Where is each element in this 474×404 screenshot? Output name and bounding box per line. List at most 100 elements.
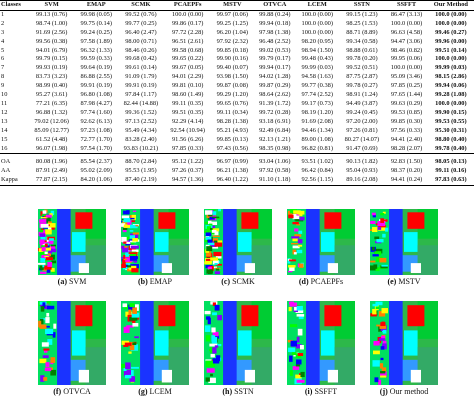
value-cell: 95.30 (0.31) (435, 126, 467, 134)
map-region (299, 216, 305, 221)
map-region (39, 265, 46, 269)
map-region (382, 329, 387, 334)
map-region (373, 340, 380, 346)
map-region (128, 304, 135, 310)
map-region (372, 360, 380, 367)
map-region (213, 251, 222, 257)
map-region (296, 336, 300, 343)
map-region (288, 265, 296, 268)
value-cell: 72.77 (1.70) (80, 135, 112, 143)
map-region (44, 325, 50, 328)
header-cell: MSTV (211, 0, 254, 11)
value-cell: 97.72 (2.28) (171, 28, 204, 36)
map-region (205, 230, 210, 235)
header-row: Classes SVM EMAP SCMK PCAEPFs MSTV OTVCA LCEM SS… (0, 0, 474, 11)
map-region (42, 355, 49, 359)
value-cell: 99.52 (0.76) (125, 10, 157, 18)
class-cell: 5 (1, 46, 5, 54)
value-cell: 97.74 (2.52) (301, 91, 333, 99)
map-region (122, 303, 127, 308)
header-cell: EMAP (75, 0, 118, 11)
value-cell: 97.65 (1.44) (390, 91, 423, 99)
map-region (140, 209, 154, 275)
map-region (380, 218, 384, 223)
value-cell: 94.47 (3.06) (390, 37, 423, 45)
value-cell: 77.87 (2.15) (28, 176, 76, 187)
map-region (215, 268, 220, 271)
value-cell: 95.53 (1.95) (125, 167, 157, 175)
map-region (241, 305, 259, 327)
map-region (410, 263, 421, 274)
map-region (244, 369, 255, 383)
map-region (40, 234, 46, 240)
value-cell: 99.67 (0.05) (171, 64, 204, 72)
value-cell: 87.98 (4.27) (80, 99, 112, 107)
value-cell: 96.97 (0.99) (211, 153, 254, 168)
value-cell: 99.24 (0.25) (80, 28, 112, 36)
table-row: 1 99.13 (0.76) 99.98 (0.05) 99.52 (0.76) 100… (0, 10, 474, 19)
value-cell: 91.09 (1.79) (125, 73, 157, 81)
class-cell: 11 (1, 99, 8, 107)
value-cell: 97.58 (1.89) (80, 37, 112, 45)
value-cell: 97.92 (0.58) (259, 167, 291, 175)
map-region (50, 261, 54, 266)
table-row: 11 77.21 (6.35) 87.98 (4.27) 82.44 (14.88) 9… (0, 100, 474, 109)
map-region (377, 220, 386, 227)
value-cell: 87.75 (2.87) (346, 73, 378, 81)
value-cell: 98.46 (0.82) (390, 46, 423, 54)
map-region (121, 256, 125, 259)
map-region (121, 363, 129, 369)
value-cell: 99.28 (1.08) (435, 91, 467, 99)
value-cell: 79.02 (12.06) (34, 117, 69, 125)
map-region (131, 268, 139, 273)
value-cell: 99.65 (0.22) (171, 55, 204, 63)
map-region (40, 216, 48, 219)
value-cell: 97.23 (1.08) (80, 126, 112, 134)
map-region (44, 243, 48, 247)
caption-tag: (b) (137, 277, 148, 286)
map-region (123, 369, 132, 377)
value-cell: 91.69 (2.08) (301, 117, 333, 125)
map-region (389, 209, 403, 275)
map-region (371, 212, 376, 216)
value-cell: 91.10 (1.18) (253, 176, 297, 187)
map-region (296, 314, 305, 317)
map-region (382, 233, 386, 238)
map-region (46, 301, 51, 304)
map-region (123, 241, 127, 244)
map-region (128, 351, 132, 354)
map-region (238, 232, 252, 252)
map-region (297, 239, 303, 244)
map-region (292, 249, 297, 255)
map-region (212, 235, 220, 237)
value-cell: 94.02 (1.28) (259, 73, 291, 81)
map-region (140, 301, 154, 385)
map-region (210, 257, 219, 261)
map-region (212, 347, 217, 354)
value-cell: 99.98 (0.05) (80, 10, 112, 18)
caption-tag: (i) (304, 387, 313, 396)
map-region (306, 209, 320, 275)
map-region (129, 303, 135, 308)
map-region (292, 214, 300, 220)
value-cell: 99.75 (0.14) (80, 19, 112, 27)
map-region (129, 344, 135, 351)
map-region (210, 373, 213, 377)
map-region (45, 214, 52, 218)
value-cell: 99.24 (0.45) (346, 108, 378, 116)
map-region (124, 236, 130, 241)
map-region (214, 271, 220, 275)
map-region (293, 252, 297, 255)
map-region (123, 258, 127, 261)
class-cell: 7 (1, 64, 5, 72)
value-cell: 99.77 (0.38) (301, 82, 333, 90)
map-region (46, 305, 55, 310)
map-region (123, 326, 130, 333)
map-region (135, 224, 139, 227)
map-region (40, 375, 45, 382)
map-region (298, 314, 304, 320)
map-region (41, 214, 50, 216)
map-region (294, 228, 299, 232)
map-region (378, 338, 386, 341)
